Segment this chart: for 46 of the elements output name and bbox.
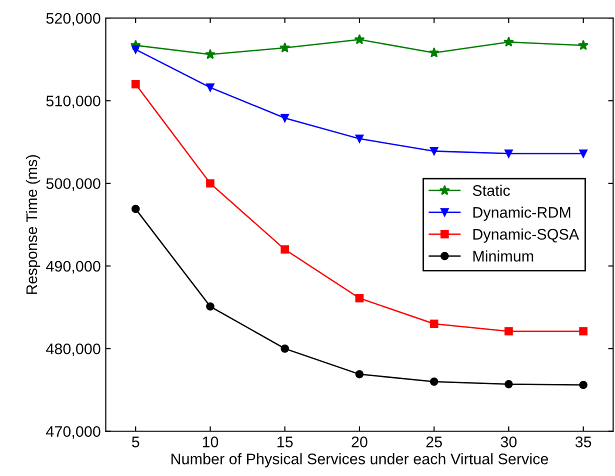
y-axis-title: Response Time (ms) bbox=[26, 155, 40, 294]
point bbox=[504, 380, 513, 388]
point bbox=[504, 149, 513, 158]
x-axis-title: Number of Physical Services under each Virtual Service bbox=[172, 453, 548, 468]
point bbox=[280, 344, 290, 353]
y-tick-label: 500,000 bbox=[46, 178, 100, 191]
y-tick-label: 470,000 bbox=[46, 426, 100, 439]
point bbox=[355, 294, 364, 302]
point bbox=[206, 179, 214, 188]
point bbox=[428, 47, 440, 58]
x-tick-label: 25 bbox=[426, 436, 442, 448]
point bbox=[280, 245, 290, 254]
point bbox=[206, 83, 214, 92]
point bbox=[430, 320, 438, 328]
x-tick-label: 10 bbox=[202, 436, 218, 448]
point bbox=[204, 48, 216, 60]
point bbox=[430, 378, 438, 386]
legend-label: Static bbox=[472, 184, 510, 196]
x-tick-label: 35 bbox=[575, 436, 592, 448]
point bbox=[206, 302, 214, 311]
point bbox=[131, 204, 140, 214]
y-tick-label: 480,000 bbox=[46, 343, 100, 356]
point bbox=[280, 42, 290, 52]
point bbox=[430, 146, 438, 156]
legend-label: Minimum bbox=[473, 250, 534, 262]
point bbox=[504, 327, 513, 336]
point bbox=[579, 327, 588, 336]
point bbox=[355, 134, 364, 143]
x-tick-label: 5 bbox=[132, 436, 140, 448]
point bbox=[355, 370, 364, 378]
point bbox=[503, 36, 514, 47]
point bbox=[280, 114, 290, 122]
point bbox=[354, 34, 365, 44]
x-tick-label: 30 bbox=[500, 436, 517, 448]
point bbox=[131, 45, 140, 54]
x-tick-label: 15 bbox=[278, 436, 293, 448]
legend-label: Dynamic-SQSA bbox=[473, 228, 580, 243]
x-tick-label: 20 bbox=[352, 436, 368, 448]
point bbox=[578, 40, 589, 50]
point bbox=[579, 380, 588, 390]
y-tick-label: 490,000 bbox=[46, 260, 100, 274]
y-tick-label: 520,000 bbox=[46, 12, 100, 26]
point bbox=[579, 149, 588, 158]
point bbox=[131, 80, 140, 88]
y-tick-label: 510,000 bbox=[46, 96, 100, 108]
legend-label: Dynamic-RDM bbox=[473, 206, 570, 221]
